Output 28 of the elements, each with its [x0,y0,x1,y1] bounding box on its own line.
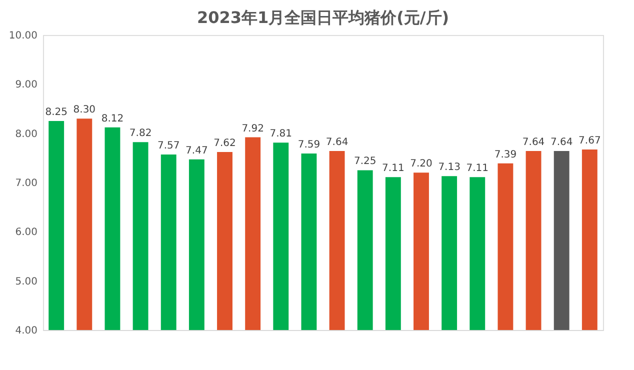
data-label: 7.20 [410,158,432,170]
data-label: 8.30 [73,104,96,116]
data-label: 7.62 [214,138,236,150]
chart-title: 2023年1月全国日平均猪价(元/斤) [196,8,450,27]
y-tick-label: 8.00 [15,128,38,140]
data-label: 7.64 [522,137,545,148]
data-label: 7.57 [157,140,180,152]
data-label: 7.81 [270,128,292,140]
y-tick-label: 4.00 [15,326,38,336]
data-label: 7.59 [298,139,320,150]
y-tick-label: 7.00 [15,178,38,189]
data-label: 7.25 [354,156,376,168]
data-label: 7.11 [382,163,404,174]
data-label: 8.12 [101,113,124,124]
data-label: 7.39 [494,149,517,160]
y-tick-label: 9.00 [15,80,38,91]
data-label: 7.13 [438,162,460,174]
data-label: 7.82 [129,128,152,140]
y-tick-label: 10.00 [8,30,38,42]
data-label: 7.64 [326,137,348,148]
data-label: 7.67 [578,136,601,147]
y-tick-label: 6.00 [15,227,38,238]
data-label: 7.92 [242,123,264,134]
y-tick-label: 5.00 [15,276,38,288]
data-label: 7.11 [466,163,489,174]
data-label: 8.25 [45,107,68,118]
data-label: 7.64 [550,137,573,148]
data-label: 7.47 [186,145,208,156]
